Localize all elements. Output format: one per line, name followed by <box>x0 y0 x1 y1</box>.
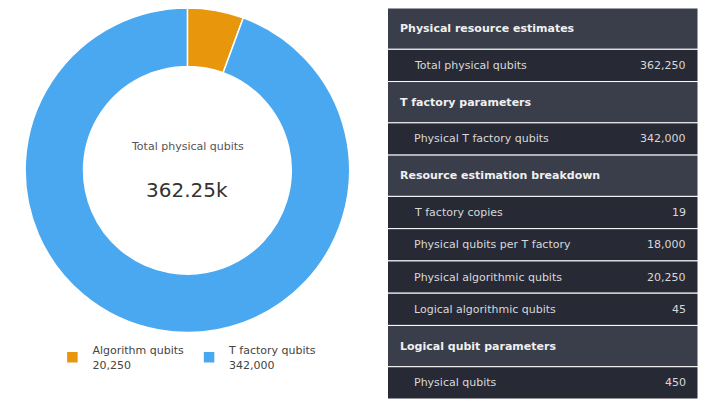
svg-text:20,250: 20,250 <box>647 271 686 284</box>
svg-text:Algorithm qubits20,250: Algorithm qubits20,250 <box>92 344 184 371</box>
svg-text:Logical algorithmic qubits: Logical algorithmic qubits <box>414 303 556 316</box>
svg-text:Logical qubit parameters: Logical qubit parameters <box>400 340 556 353</box>
svg-text:45: 45 <box>672 303 686 316</box>
svg-text:Total physical qubits: Total physical qubits <box>131 140 244 153</box>
svg-text:342,000: 342,000 <box>640 132 686 145</box>
svg-text:362.25k: 362.25k <box>146 178 228 202</box>
svg-text:Physical resource estimates: Physical resource estimates <box>400 22 575 35</box>
svg-text:Physical qubits per T factory: Physical qubits per T factory <box>414 238 571 251</box>
svg-text:T factory parameters: T factory parameters <box>400 96 532 109</box>
svg-text:Resource estimation breakdown: Resource estimation breakdown <box>400 169 600 182</box>
svg-text:Physical algorithmic qubits: Physical algorithmic qubits <box>414 271 562 284</box>
svg-text:19: 19 <box>672 206 686 219</box>
svg-text:T factory copies: T factory copies <box>414 206 503 219</box>
svg-text:Total physical qubits: Total physical qubits <box>414 59 527 72</box>
svg-text:18,000: 18,000 <box>647 238 686 251</box>
svg-text:450: 450 <box>665 376 686 389</box>
svg-text:Physical T factory qubits: Physical T factory qubits <box>414 132 549 145</box>
svg-text:Physical qubits: Physical qubits <box>414 376 497 389</box>
svg-text:362,250: 362,250 <box>640 59 686 72</box>
svg-text:T factory qubits342,000: T factory qubits342,000 <box>228 344 316 371</box>
